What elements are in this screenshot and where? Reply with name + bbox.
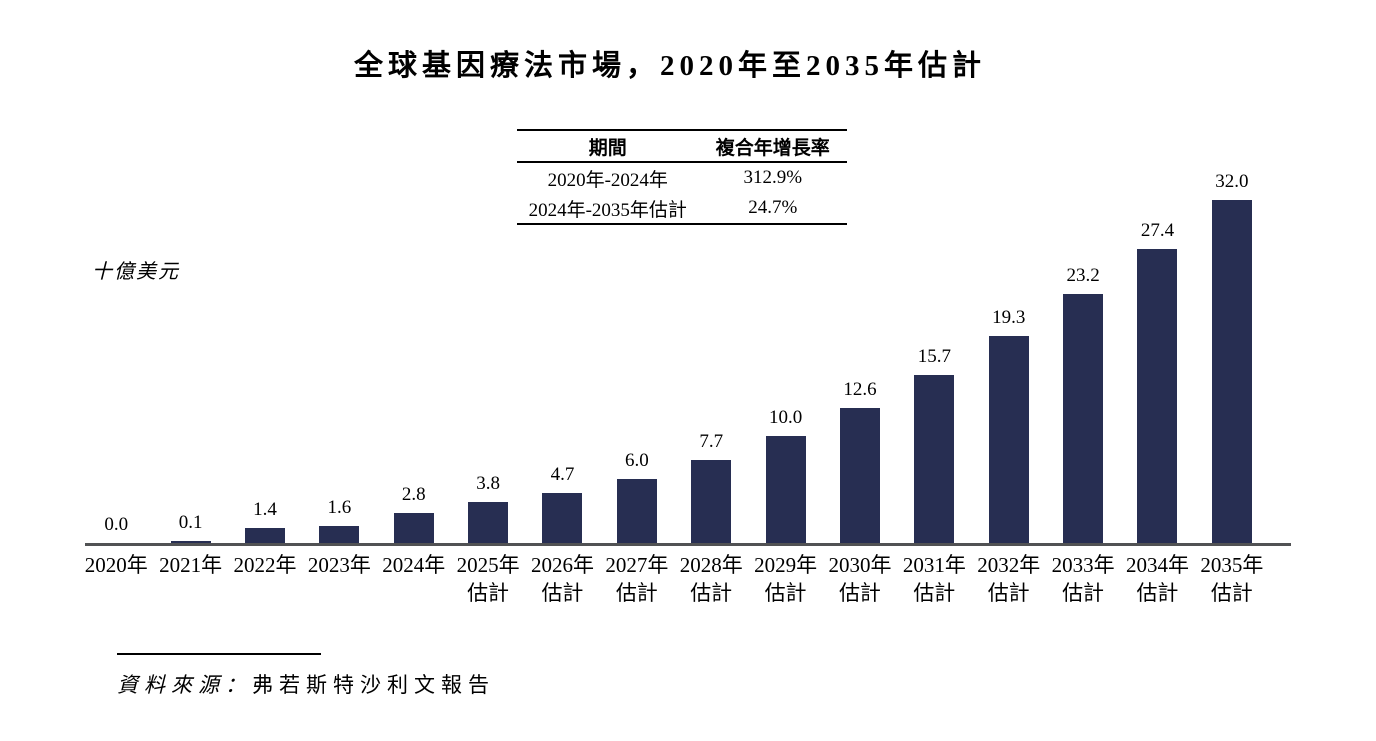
bar-value-label: 1.4 xyxy=(253,499,277,520)
bar-value-label: 0.0 xyxy=(104,514,129,535)
source-note: 資料來源：弗若斯特沙利文報告 xyxy=(117,653,495,699)
bar-value-label: 0.1 xyxy=(178,512,203,533)
bar-value-label: 3.8 xyxy=(476,473,500,494)
bar-column-2030年估計: 12.6 xyxy=(823,160,897,543)
bar-chart-plot-area: 0.0 0.1 1.4 1.6 2.8 3.8 4.7 6.0 7.7 10.0 12.6 15.7 1… xyxy=(79,160,1269,543)
bar-value-label: 32.0 xyxy=(1215,171,1249,192)
bar xyxy=(765,436,806,543)
bar xyxy=(914,375,955,543)
cagr-table-row: 2024年-2035年估計 24.7% xyxy=(517,193,847,223)
bar-column-2033年估計: 23.2 xyxy=(1046,160,1120,543)
bar xyxy=(244,528,285,543)
bar xyxy=(839,408,880,543)
x-tick-label: 2033年 估計 xyxy=(1051,553,1115,606)
bar-value-label: 7.7 xyxy=(699,431,724,452)
bar-column-2021年: 0.1 xyxy=(153,160,227,543)
x-tick-label: 2026年 估計 xyxy=(530,553,594,606)
x-tick-label: 2035年 估計 xyxy=(1200,553,1264,606)
cagr-table-header-cagr: 複合年增長率 xyxy=(715,137,830,159)
bar xyxy=(542,493,583,543)
bar-column-2023年: 1.6 xyxy=(302,160,376,543)
bar xyxy=(468,502,509,543)
x-tick-label: 2028年 估計 xyxy=(679,553,743,606)
bar xyxy=(616,479,657,543)
bar-column-2022年: 1.4 xyxy=(228,160,302,543)
bar-value-label: 4.7 xyxy=(550,464,575,485)
bar-value-label: 10.0 xyxy=(768,407,803,428)
bar-column-2034年估計: 27.4 xyxy=(1120,160,1194,543)
bar-column-2020年: 0.0 xyxy=(79,160,153,543)
bar xyxy=(1211,200,1252,543)
cagr-table: 期間 複合年增長率 2020年-2024年 312.9% 2024年-2035年… xyxy=(517,129,847,225)
bar xyxy=(691,460,732,543)
bar-column-2024年: 2.8 xyxy=(377,160,451,543)
bar-column-2031年估計: 15.7 xyxy=(897,160,971,543)
source-prefix: 資料來源： xyxy=(117,673,252,697)
bar-column-2029年估計: 10.0 xyxy=(748,160,822,543)
x-tick-label: 2030年 估計 xyxy=(828,553,892,606)
bar xyxy=(170,541,211,543)
bar-value-label: 1.6 xyxy=(327,497,352,518)
x-tick-label: 2034年 估計 xyxy=(1125,553,1189,606)
cagr-period-value: 2024年-2035年估計 xyxy=(528,199,687,221)
bar-column-2035年估計: 32.0 xyxy=(1195,160,1269,543)
x-tick-label: 2021年 xyxy=(159,553,223,577)
x-tick-label: 2032年 估計 xyxy=(977,553,1041,606)
x-tick-label: 2023年 xyxy=(307,553,371,577)
source-divider-line xyxy=(117,653,321,655)
bar-value-label: 12.6 xyxy=(843,379,877,400)
bar-value-label: 19.3 xyxy=(992,307,1026,328)
bar-column-2027年估計: 6.0 xyxy=(600,160,674,543)
bar-value-label: 6.0 xyxy=(624,450,649,471)
x-axis-line xyxy=(85,543,1291,546)
chart-title: 全球基因療法市場，2020年至2035年估計 xyxy=(353,50,986,82)
bar-column-2028年估計: 7.7 xyxy=(674,160,748,543)
bar xyxy=(393,513,434,543)
bar-column-2032年估計: 19.3 xyxy=(972,160,1046,543)
source-report-name: 弗若斯特沙利文報告 xyxy=(252,673,495,697)
x-tick-label: 2022年 xyxy=(233,553,297,577)
cagr-period-value: 2020年-2024年 xyxy=(547,169,668,191)
y-axis-unit-label: 十億美元 xyxy=(92,261,180,283)
cagr-table-header-period: 期間 xyxy=(588,137,627,159)
x-tick-label: 2027年 估計 xyxy=(605,553,669,606)
x-tick-label: 2020年 xyxy=(84,553,148,577)
bar-column-2025年估計: 3.8 xyxy=(451,160,525,543)
bar-value-label: 27.4 xyxy=(1140,220,1175,241)
cagr-rate-value: 24.7% xyxy=(748,197,798,218)
bar-value-label: 15.7 xyxy=(917,346,951,367)
bar xyxy=(1063,294,1104,543)
x-tick-label: 2031年 估計 xyxy=(902,553,966,606)
x-axis-tick-labels: 2020年 2021年 2022年 2023年 2024年 2025年 估計 2026年 估計 2… xyxy=(79,551,1269,608)
cagr-table-header-row: 期間 複合年增長率 xyxy=(517,131,847,163)
bar xyxy=(319,526,360,543)
bar xyxy=(988,336,1029,543)
source-text: 資料來源：弗若斯特沙利文報告 xyxy=(117,669,495,699)
bar-column-2026年估計: 4.7 xyxy=(525,160,599,543)
cagr-table-row: 2020年-2024年 312.9% xyxy=(517,163,847,193)
cagr-rate-value: 312.9% xyxy=(743,167,803,188)
bar-value-label: 23.2 xyxy=(1066,265,1100,286)
x-tick-label: 2024年 xyxy=(382,553,446,577)
bar xyxy=(1137,249,1178,543)
x-tick-label: 2025年 估計 xyxy=(456,553,520,606)
bar-value-label: 2.8 xyxy=(401,484,426,505)
x-tick-label: 2029年 估計 xyxy=(754,553,818,606)
